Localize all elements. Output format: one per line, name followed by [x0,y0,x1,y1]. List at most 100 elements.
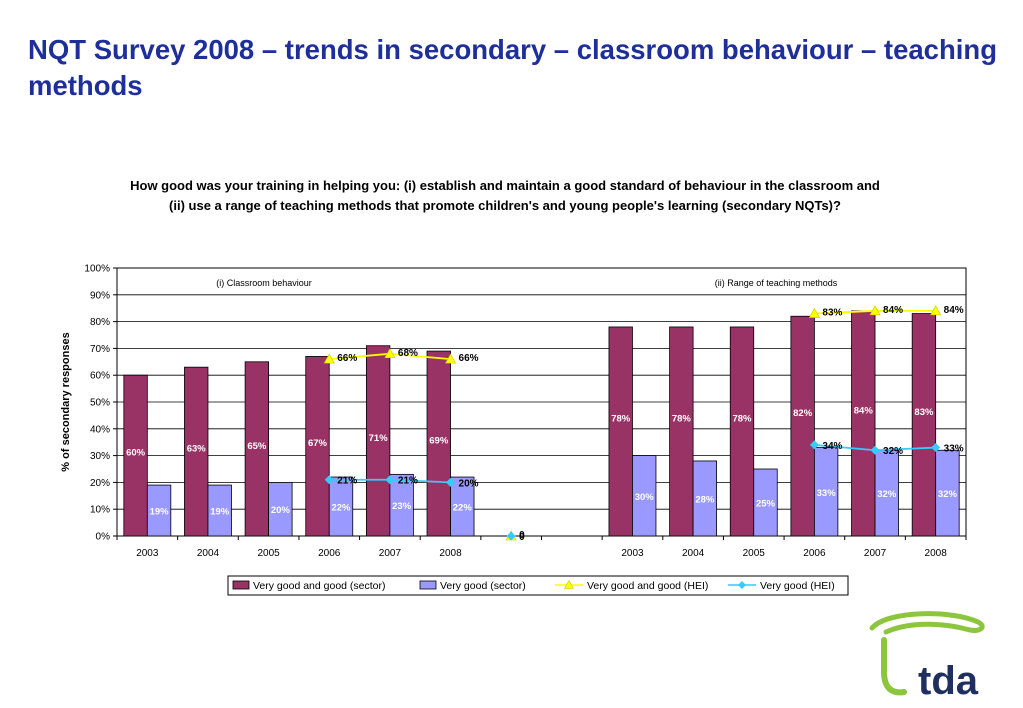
bar-sector-very-good-label: 19% [150,507,170,518]
bar-sector-very-good-label: 20% [271,505,291,516]
line-hei-very-good-marker [324,475,334,485]
x-tick-label: 2006 [803,548,826,559]
x-tick-label: 2008 [439,548,462,559]
bar-sector-good [790,315,815,537]
line-hei-very-good-marker [809,440,819,450]
bar-sector-very-good-label: 30% [635,492,655,503]
bar-sector-good-label: 82% [793,408,813,419]
line-hei-good-marker [808,307,820,318]
bar-sector-good [426,350,451,537]
bar-sector-good-label: 78% [672,413,692,424]
y-tick-label: 90% [90,290,110,301]
bar-sector-very-good-label: 22% [331,503,351,514]
line-hei-good-label: 66% [337,353,357,364]
bar-sector-very-good [389,473,414,537]
line-hei-very-good-segment [814,443,876,452]
line-hei-very-good-marker [385,475,395,485]
bar-sector-good [851,310,876,537]
bar-sector-very-good-label: 23% [392,501,412,512]
x-tick-label: 2005 [257,548,280,559]
line-hei-very-good-marker [446,477,456,487]
line-hei-good-label: 83% [822,308,842,319]
chart-title: How good was your training in helping yo… [130,178,880,213]
y-tick-label: 0% [96,532,111,543]
bar-sector-good [123,374,148,537]
bar-sector-very-good-label: 33% [817,488,837,499]
y-tick-label: 70% [90,344,110,355]
bar-sector-very-good [692,460,718,537]
y-tick-label: 60% [90,371,110,382]
bar-sector-good-label: 78% [732,413,752,424]
line-hei-very-good-marker [506,531,516,541]
line-hei-good-marker [869,305,881,316]
bar-sector-very-good [328,476,354,537]
x-tick-label: 2005 [743,548,766,559]
bar-sector-good-label: 69% [429,436,449,447]
y-tick-label: 40% [90,424,110,435]
bar-sector-good [305,356,330,537]
line-hei-very-good-segment [389,478,451,484]
bar-sector-very-good [753,468,778,537]
bar-sector-good [911,313,937,537]
chart-legend: Very good and good (sector) Very good (s… [227,575,849,596]
bar-sector-very-good-label: 32% [938,489,958,500]
bar-sector-good-label: 83% [914,407,934,418]
bar-sector-good [244,361,270,537]
x-tick-label: 2004 [197,548,220,559]
bar-sector-good-label: 65% [247,441,267,452]
line-hei-good-segment [389,352,451,361]
x-tick-label: 2003 [136,548,159,559]
legend-label-sector-good: Very good and good (sector) [253,580,386,592]
x-tick-label: 2004 [682,548,705,559]
bar-sector-good-label: 84% [854,405,874,416]
chart-bars [123,310,960,537]
bar-sector-very-good-label: 22% [453,503,473,514]
legend-marker-hei-good [563,579,575,589]
line-hei-very-good-label: 33% [944,444,964,455]
y-tick-label: 30% [90,451,110,462]
x-tick-label: 2003 [621,548,644,559]
bar-sector-very-good [632,455,657,537]
bar-sector-good-label: 71% [369,433,389,444]
x-tick-label: 2007 [864,548,887,559]
line-hei-good-marker [445,353,457,364]
y-tick-label: 20% [90,478,110,489]
bar-sector-good [365,345,391,537]
line-hei-good-label: 84% [944,305,964,316]
line-hei-good-label: 68% [398,348,418,359]
bar-sector-good-label: 78% [611,413,631,424]
bar-sector-good [729,326,755,537]
legend-marker-hei-very-good [738,581,746,589]
chart-lines [323,305,942,541]
slide-title: NQT Survey 2008 – trends in secondary – … [28,34,997,101]
x-tick-label: 2008 [925,548,948,559]
legend-box [227,575,849,596]
line-hei-very-good-label: 20% [459,478,479,489]
bar-sector-very-good-label: 28% [695,494,715,505]
y-axis-label: % of secondary responses [60,332,72,471]
bar-sector-very-good [450,476,475,537]
line-hei-very-good-label: 21% [337,476,357,487]
y-tick-label: 100% [84,264,110,275]
line-hei-very-good-label: 0 [519,532,525,543]
line-hei-good-marker [930,305,942,316]
bar-sector-good-label: 60% [126,448,146,459]
bar-sector-very-good-label: 25% [756,499,776,510]
line-hei-very-good-segment [874,446,936,452]
bar-sector-good-label: 67% [308,438,328,449]
panel-label-classroom-behaviour: (i) Classroom behaviour [216,278,312,288]
bar-sector-good [669,326,694,537]
line-hei-very-good-marker [870,445,880,455]
bar-sector-very-good-label: 19% [210,507,230,518]
tda-logo: tda [869,611,985,700]
bar-sector-very-good [935,449,960,537]
line-hei-very-good-label: 34% [822,441,842,452]
bar-sector-very-good [146,484,172,537]
line-hei-very-good-label: 32% [883,446,903,457]
panel-label-teaching-methods: (ii) Range of teaching methods [715,278,838,288]
bar-sector-good [184,366,209,537]
legend-label-hei-good: Very good and good (HEI) [587,580,708,592]
line-hei-good-marker [323,353,335,364]
line-hei-good-segment [814,309,876,315]
